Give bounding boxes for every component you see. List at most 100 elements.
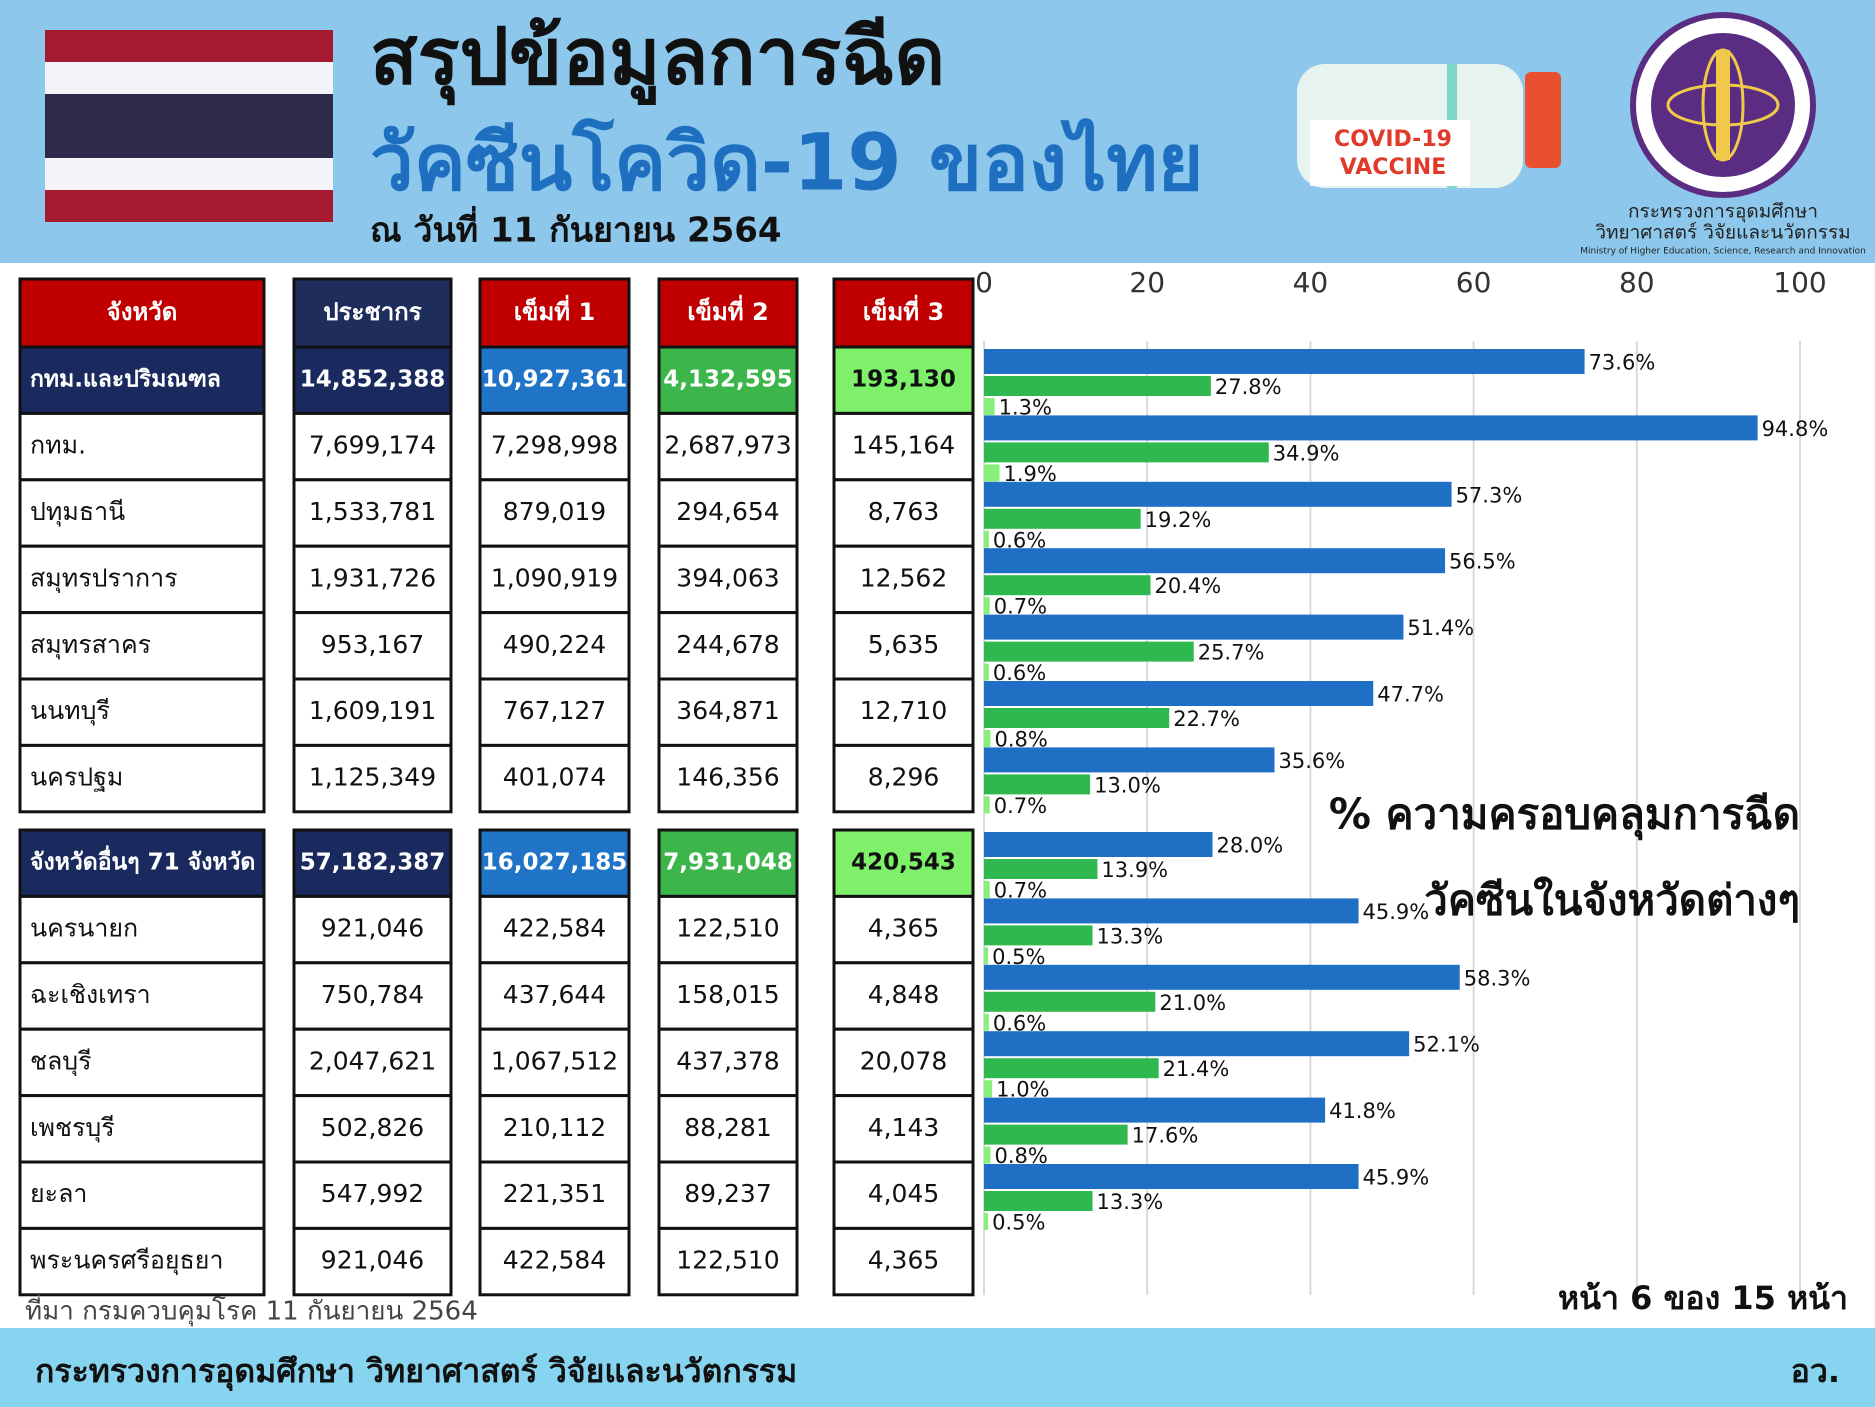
value-label: 20.4% bbox=[1154, 574, 1221, 598]
cell bbox=[292, 1160, 453, 1230]
summary-cell bbox=[832, 828, 975, 898]
cell-value: 1,533,781 bbox=[309, 497, 436, 526]
cell-value: 210,112 bbox=[503, 1113, 606, 1142]
cell bbox=[832, 1226, 975, 1297]
bar bbox=[984, 898, 1359, 924]
footer-ministry: กระทรวงการอุดมศึกษา วิทยาศาสตร์ วิจัยและ… bbox=[35, 1352, 797, 1392]
value-label: 45.9% bbox=[1363, 1166, 1430, 1190]
cell bbox=[657, 743, 799, 814]
bar bbox=[984, 774, 1091, 795]
cell-value: 146,356 bbox=[676, 763, 779, 792]
bar bbox=[984, 832, 1213, 857]
cell-value: 401,074 bbox=[503, 763, 606, 792]
bar bbox=[984, 730, 991, 747]
cell-value: 767,127 bbox=[503, 696, 606, 725]
cell-value: 4,365 bbox=[868, 1246, 940, 1275]
cell bbox=[657, 1226, 799, 1297]
x-tick-label: 40 bbox=[1293, 266, 1329, 299]
bar bbox=[984, 508, 1141, 529]
cell-value: 921,046 bbox=[321, 1246, 424, 1275]
bar bbox=[984, 681, 1374, 706]
cell-value: 244,678 bbox=[676, 630, 779, 659]
value-label: 25.7% bbox=[1198, 641, 1265, 665]
source: ที่มา กรมควบคุมโรค 11 กันยายน 2564 bbox=[25, 1293, 478, 1327]
value-label: 13.3% bbox=[1097, 1190, 1164, 1214]
x-tick-label: 80 bbox=[1619, 266, 1655, 299]
cell-value: 921,046 bbox=[321, 914, 424, 943]
vaccine-label: VACCINE bbox=[1340, 155, 1446, 180]
province-name: นครนายก bbox=[30, 914, 138, 943]
cell-value: 12,562 bbox=[860, 563, 947, 592]
logo-text: Ministry of Higher Education, Science, R… bbox=[1580, 247, 1866, 257]
cell bbox=[832, 743, 975, 814]
summary-cell bbox=[292, 345, 453, 415]
header-label: จังหวัด bbox=[107, 298, 178, 326]
cell-value: 193,130 bbox=[851, 367, 956, 393]
value-label: 0.6% bbox=[993, 528, 1046, 552]
bar bbox=[984, 1013, 989, 1031]
header-cell bbox=[832, 277, 975, 349]
bar bbox=[984, 881, 990, 898]
cell-value: 422,584 bbox=[503, 1246, 606, 1275]
value-label: 57.3% bbox=[1456, 483, 1523, 507]
bar bbox=[984, 398, 995, 415]
cell bbox=[832, 1027, 975, 1098]
cell bbox=[657, 1160, 799, 1230]
date: ณ วันที่ 11 กันยายน 2564 bbox=[370, 206, 782, 251]
cell bbox=[18, 743, 266, 814]
cell-value: 1,067,512 bbox=[491, 1046, 618, 1075]
cell-value: 1,609,191 bbox=[309, 696, 436, 725]
flag bbox=[45, 30, 333, 222]
bar bbox=[984, 1146, 991, 1164]
cell bbox=[292, 961, 453, 1031]
cell-value: 1,125,349 bbox=[309, 763, 436, 792]
province-name: สมุทรสาคร bbox=[30, 630, 151, 660]
bar bbox=[984, 548, 1446, 574]
cell-value: 1,931,726 bbox=[309, 563, 436, 592]
cell-value: 89,237 bbox=[684, 1179, 771, 1208]
cell-value: 422,584 bbox=[503, 914, 606, 943]
cell-value: 20,078 bbox=[860, 1046, 947, 1075]
cell-value: 490,224 bbox=[503, 630, 606, 659]
bar bbox=[984, 442, 1269, 463]
table: จังหวัด ประชากร เข็มที่ 1 เข็มที่ 2 เข็มที่ … bbox=[18, 277, 975, 1297]
footer-band bbox=[0, 1328, 1875, 1407]
cell-value: 294,654 bbox=[676, 497, 779, 526]
cell-value: 8,763 bbox=[868, 497, 940, 526]
summary-cell bbox=[657, 828, 799, 898]
cell-value: 394,063 bbox=[676, 563, 779, 592]
cell bbox=[478, 478, 631, 548]
summary-cell bbox=[832, 345, 975, 415]
cell bbox=[657, 544, 799, 615]
value-label: 51.4% bbox=[1407, 616, 1474, 640]
cell bbox=[18, 411, 266, 482]
header-label: เข็มที่ 1 bbox=[514, 294, 595, 326]
logo-text: วิทยาศาสตร์ วิจัยและนวัตกรรม bbox=[1595, 222, 1851, 244]
cell-value: 953,167 bbox=[321, 630, 424, 659]
vaccine-illustration: COVID-19 VACCINE bbox=[1297, 64, 1561, 188]
cell bbox=[832, 611, 975, 681]
value-label: 0.8% bbox=[995, 1144, 1048, 1168]
bar bbox=[984, 575, 1151, 596]
bar bbox=[984, 964, 1460, 990]
cell-value: 122,510 bbox=[676, 1246, 779, 1275]
bar bbox=[984, 1191, 1093, 1211]
chart-title: วัคซีนในจังหวัดต่างๆ bbox=[1424, 876, 1800, 925]
vaccine-label: COVID-19 bbox=[1334, 127, 1452, 152]
cell-value: 7,298,998 bbox=[491, 431, 618, 460]
header-label: เข็มที่ 3 bbox=[863, 294, 944, 326]
cell bbox=[657, 961, 799, 1031]
cell-value: 2,047,621 bbox=[309, 1046, 436, 1075]
cell-value: 4,365 bbox=[868, 914, 940, 943]
value-label: 28.0% bbox=[1216, 834, 1283, 858]
title-line1: สรุปข้อมูลการฉีด bbox=[370, 12, 945, 105]
cell-value: 4,045 bbox=[868, 1179, 940, 1208]
bar bbox=[984, 1164, 1359, 1189]
value-label: 0.6% bbox=[993, 1011, 1046, 1035]
bar bbox=[984, 1080, 993, 1098]
title-line2: วัคซีนโควิด-19 ของไทย bbox=[370, 116, 1203, 208]
cell bbox=[292, 894, 453, 965]
bar bbox=[984, 796, 990, 814]
cell-value: 502,826 bbox=[321, 1113, 424, 1142]
bar bbox=[984, 376, 1211, 396]
